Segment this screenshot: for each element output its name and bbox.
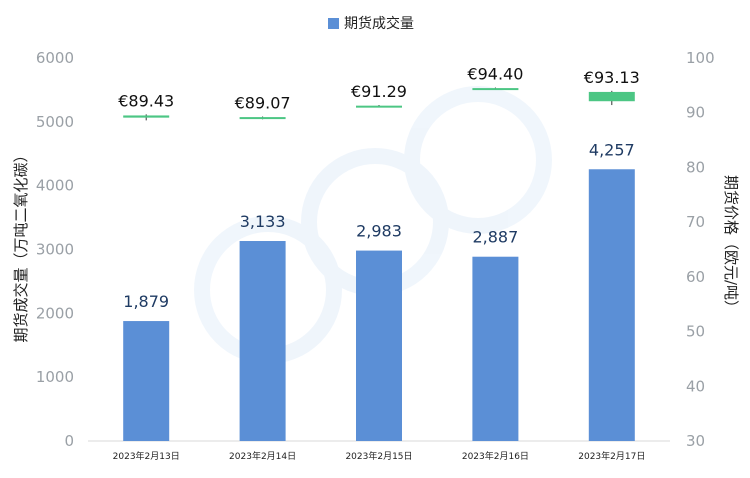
- candle-body: [239, 117, 286, 120]
- y-left-tick-label: 6000: [36, 49, 74, 67]
- y-left-tick-labels: 0 1000 2000 3000 4000 5000 6000: [36, 49, 74, 450]
- candle-body: [472, 88, 519, 91]
- x-tick-label: 2023年2月14日: [229, 450, 296, 462]
- y-right-tick-label: 90: [686, 104, 705, 122]
- bar-value-label: 1,879: [123, 292, 169, 311]
- legend-swatch: [328, 18, 339, 29]
- y-right-tick-label: 70: [686, 213, 705, 231]
- bar: [239, 241, 286, 441]
- candle-body: [588, 91, 635, 102]
- y-left-tick-label: 1000: [36, 368, 74, 386]
- candle-body: [356, 105, 402, 108]
- y-right-tick-label: 100: [686, 49, 715, 67]
- legend: 期货成交量: [328, 15, 414, 32]
- bar: [123, 321, 170, 441]
- y-right-tick-label: 40: [686, 377, 705, 395]
- y-right-tick-label: 80: [686, 158, 705, 176]
- y-left-tick-label: 4000: [36, 177, 74, 195]
- price-value-label: €91.29: [351, 82, 407, 101]
- x-tick-label: 2023年2月15日: [345, 450, 412, 462]
- price-candles: [123, 87, 635, 121]
- x-tick-label: 2023年2月17日: [578, 450, 645, 462]
- bar-value-label: 2,887: [472, 228, 518, 247]
- y-right-tick-label: 30: [686, 432, 705, 450]
- candle-body: [123, 115, 170, 118]
- y-left-axis-title: 期货成交量（万吨二氧化碳）: [12, 147, 30, 342]
- y-left-tick-label: 2000: [36, 304, 74, 322]
- bar-value-label: 2,983: [356, 222, 402, 241]
- x-tick-label: 2023年2月16日: [462, 450, 529, 462]
- bars: [123, 169, 635, 441]
- price-value-label: €94.40: [467, 65, 523, 84]
- y-right-axis-title: 期货价格（欧元/吨）: [722, 175, 740, 315]
- price-value-label: €89.43: [118, 91, 174, 110]
- y-left-tick-label: 0: [64, 432, 74, 450]
- bar: [588, 169, 635, 441]
- y-right-tick-label: 50: [686, 323, 705, 341]
- legend-label: 期货成交量: [344, 15, 414, 32]
- bar-value-labels: 1,879 3,133 2,983 2,887 4,257: [123, 140, 634, 311]
- price-value-label: €93.13: [584, 68, 640, 87]
- x-tick-labels: 2023年2月13日 2023年2月14日 2023年2月15日 2023年2月16日…: [113, 450, 646, 462]
- y-left-tick-label: 3000: [36, 241, 74, 259]
- bar: [472, 256, 519, 441]
- price-value-labels: €89.43 €89.07 €91.29 €94.40 €93.13: [118, 65, 640, 113]
- bar-value-label: 3,133: [240, 212, 286, 231]
- x-tick-label: 2023年2月13日: [113, 450, 180, 462]
- y-right-tick-label: 60: [686, 268, 705, 286]
- bar-value-label: 4,257: [589, 140, 635, 159]
- price-value-label: €89.07: [235, 94, 291, 113]
- y-right-tick-labels: 30 40 50 60 70 80 90 100: [686, 49, 715, 450]
- bar: [356, 250, 402, 441]
- y-left-tick-label: 5000: [36, 113, 74, 131]
